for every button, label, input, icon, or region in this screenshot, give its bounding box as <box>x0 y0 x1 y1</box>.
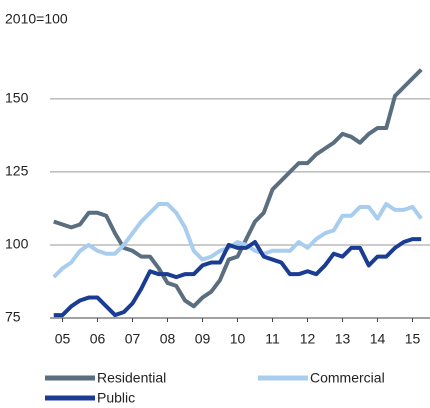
y-tick-label: 100 <box>5 236 29 252</box>
legend-label: Residential <box>97 370 166 386</box>
x-tick-label: 14 <box>370 331 386 347</box>
legend-label: Commercial <box>310 370 385 386</box>
x-tick-label: 11 <box>265 331 280 347</box>
series-line <box>52 202 423 279</box>
legend-label: Public <box>97 390 135 406</box>
x-tick-label: 10 <box>230 331 246 347</box>
series-line <box>53 237 422 318</box>
series-line <box>53 68 423 309</box>
x-tick-label: 15 <box>405 331 421 347</box>
x-tick-label: 07 <box>125 331 141 347</box>
x-tick-label: 06 <box>90 331 106 347</box>
chart-subtitle: 2010=100 <box>5 11 68 27</box>
y-tick-label: 125 <box>5 163 29 179</box>
x-tick-label: 09 <box>195 331 211 347</box>
y-tick-label: 150 <box>5 90 29 106</box>
y-tick-label: 75 <box>5 309 21 325</box>
x-tick-label: 13 <box>335 331 351 347</box>
x-tick-label: 12 <box>300 331 316 347</box>
x-tick-label: 05 <box>55 331 71 347</box>
x-tick-label: 08 <box>160 331 176 347</box>
